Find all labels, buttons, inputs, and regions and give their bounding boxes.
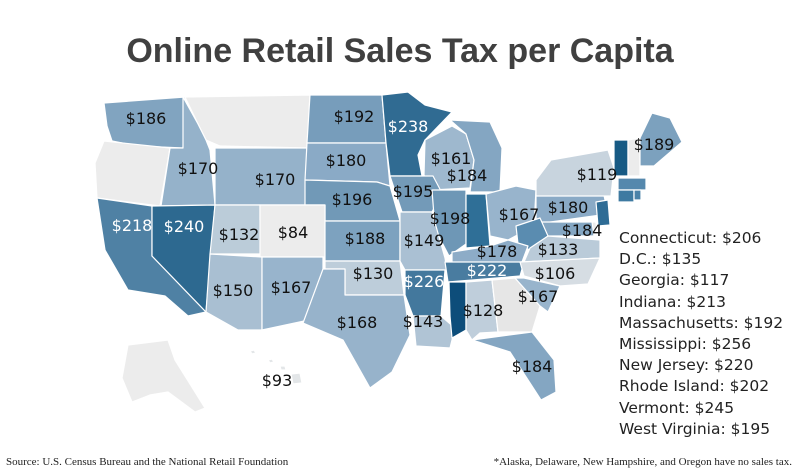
footnote: *Alaska, Delaware, New Hampshire, and Or… — [493, 456, 792, 468]
state-value-label: $133 — [538, 240, 579, 259]
state-value-label: $188 — [345, 229, 386, 248]
legend-item: Massachusetts: $192 — [619, 313, 784, 332]
state-value-label: $93 — [262, 371, 293, 390]
state-value-label: $84 — [278, 223, 309, 242]
state-value-label: $198 — [430, 209, 471, 228]
legend: Connecticut: $206 D.C.: $135 Georgia: $1… — [619, 228, 783, 440]
state-oregon — [94, 140, 171, 207]
state-massachusetts — [617, 177, 647, 191]
legend-item: West Virginia: $195 — [619, 419, 771, 438]
state-value-label: $184 — [447, 166, 488, 185]
state-value-label: $226 — [404, 272, 445, 291]
state-mississippi — [448, 281, 467, 339]
state-north-carolina — [519, 257, 601, 287]
state-value-label: $186 — [126, 109, 167, 128]
state-minnesota — [381, 91, 453, 177]
state-georgia — [491, 277, 541, 333]
legend-item: D.C.: $135 — [619, 250, 702, 269]
state-value-label: $238 — [388, 117, 429, 136]
state-florida — [471, 331, 557, 401]
state-value-label: $218 — [112, 216, 153, 235]
state-new-hampshire — [627, 137, 641, 177]
source-note: Source: U.S. Census Bureau and the Natio… — [6, 456, 289, 468]
legend-item: Mississippi: $256 — [619, 335, 752, 354]
state-value-label: $180 — [326, 151, 367, 170]
state-connecticut — [617, 189, 635, 203]
state-rhode-island — [633, 189, 642, 201]
state-south-carolina — [514, 277, 561, 313]
state-maine — [639, 112, 683, 167]
state-value-label: $130 — [353, 264, 394, 283]
state-new-york — [535, 149, 615, 197]
state-value-label: $240 — [164, 217, 205, 236]
state-value-label: $196 — [332, 190, 373, 209]
legend-item: Rhode Island: $202 — [619, 377, 770, 396]
state-value-label: $167 — [499, 205, 540, 224]
legend-item: Connecticut: $206 — [619, 229, 762, 247]
state-value-label: $184 — [512, 357, 553, 376]
legend-item: Vermont: $245 — [619, 398, 735, 417]
state-value-label: $149 — [404, 231, 445, 250]
state-new-jersey — [595, 199, 611, 227]
state-value-label: $119 — [577, 165, 618, 184]
state-arizona — [205, 253, 263, 331]
state-value-label: $192 — [334, 107, 375, 126]
legend-item: Indiana: $213 — [619, 292, 726, 311]
state-value-label: $128 — [463, 301, 504, 320]
state-value-label: $132 — [219, 225, 260, 244]
state-hawaii — [249, 349, 303, 385]
state-value-label: $167 — [271, 278, 312, 297]
state-michigan — [449, 119, 503, 193]
state-value-label: $106 — [535, 264, 576, 283]
state-value-label: $167 — [518, 287, 559, 306]
state-value-label: $170 — [178, 159, 219, 178]
legend-item: New Jersey: $220 — [619, 356, 754, 375]
state-value-label: $189 — [634, 135, 675, 154]
state-value-label: $143 — [403, 312, 444, 331]
legend-item: Georgia: $117 — [619, 271, 730, 290]
state-virginia — [523, 235, 601, 263]
map-title: Online Retail Sales Tax per Capita — [126, 32, 674, 70]
state-value-label: $222 — [467, 261, 508, 280]
state-value-label: $161 — [431, 149, 472, 168]
state-value-label: $195 — [393, 182, 434, 201]
state-value-label: $180 — [548, 198, 589, 217]
state-value-label: $178 — [477, 242, 518, 261]
state-texas — [302, 268, 411, 389]
state-alaska — [121, 339, 206, 413]
state-value-label: $170 — [255, 170, 296, 189]
state-value-label: $184 — [562, 221, 603, 240]
state-tennessee — [444, 261, 525, 283]
state-value-label: $150 — [213, 281, 254, 300]
state-value-label: $168 — [337, 313, 378, 332]
